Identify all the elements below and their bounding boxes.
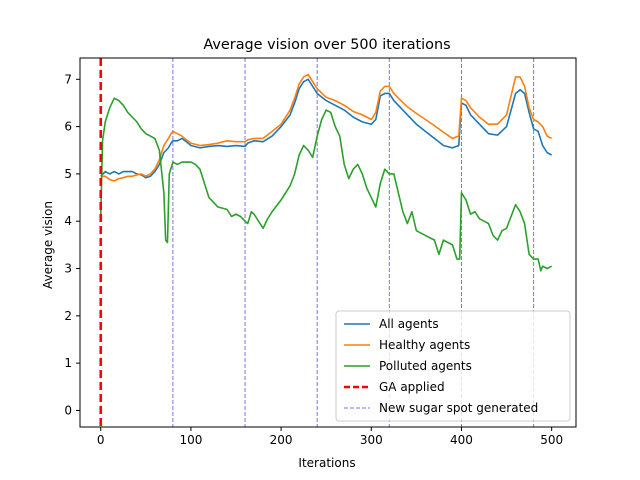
legend-label-3: GA applied [379,380,445,394]
axes: 0 100 200 300 400 500 0 1 2 3 4 5 6 7 [64,57,577,447]
y-tick-label-6: 6 [64,120,72,134]
x-tick-label-3: 300 [360,433,383,447]
y-tick-label-1: 1 [64,356,72,370]
legend: All agents Healthy agents Polluted agents G… [335,310,571,422]
legend-box [335,310,571,422]
y-tick-label-5: 5 [64,167,72,181]
y-tick-label-4: 4 [64,214,72,228]
y-tick-label-2: 2 [64,309,72,323]
series-line-healthy-agents [100,73,553,182]
x-tick-label-5: 500 [540,433,563,447]
y-tick-label-3: 3 [64,262,72,276]
y-axis-title: Average vision [41,201,55,289]
chart-title: Average vision over 500 iterations [203,37,450,53]
legend-label-0: All agents [379,317,439,331]
legend-label-4: New sugar spot generated [379,401,538,415]
x-tick-label-1: 100 [179,433,202,447]
y-tick-label-7: 7 [64,72,72,86]
x-tick-label-2: 200 [270,433,293,447]
x-axis-title: Iterations [298,456,355,470]
y-tick-label-0: 0 [64,403,72,417]
series-line-polluted-agents [99,97,553,272]
x-tick-label-4: 400 [450,433,473,447]
axes-frame [79,57,577,428]
legend-label-2: Polluted agents [379,359,472,373]
series-line-all-agents [100,78,553,179]
legend-label-1: Healthy agents [379,338,470,352]
x-tick-label-0: 0 [97,433,105,447]
